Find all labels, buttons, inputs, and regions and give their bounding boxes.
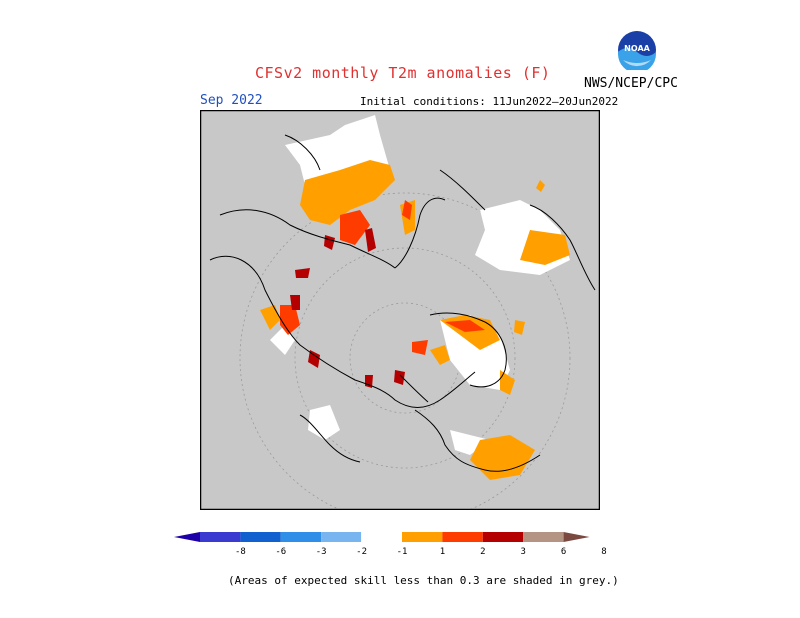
legend-tick-label: -6 <box>275 547 286 557</box>
agency-label: NWS/NCEP/CPC <box>584 76 678 91</box>
legend-arrow-high <box>563 532 590 542</box>
legend-tick-label: -8 <box>235 547 246 557</box>
anomaly-1-2 <box>260 160 570 480</box>
legend-swatch <box>240 532 281 542</box>
legend-tick-label: 8 <box>601 547 606 557</box>
legend-tick-label: 2 <box>480 547 485 557</box>
legend-tick-label: 1 <box>440 547 445 557</box>
legend-tick-label: -1 <box>397 547 408 557</box>
legend-swatch <box>321 532 362 542</box>
legend-arrow-low <box>174 532 200 542</box>
legend-swatch <box>361 531 403 543</box>
legend-swatch <box>482 532 524 542</box>
legend-swatch <box>200 532 241 542</box>
legend-tick-label: 3 <box>520 547 525 557</box>
anomaly-map <box>200 110 600 510</box>
noaa-logo: NOAA <box>618 31 656 70</box>
color-legend: -8 -6 -3 -2 -1 1 2 3 6 8 <box>174 531 607 557</box>
legend-swatch <box>402 532 443 542</box>
legend-tick-label: -3 <box>316 547 327 557</box>
skill-footnote: (Areas of expected skill less than 0.3 a… <box>228 574 619 587</box>
legend-swatch <box>442 532 483 542</box>
map-title: CFSv2 monthly T2m anomalies (F) <box>255 64 551 82</box>
initial-conditions: Initial conditions: 11Jun2022–20Jun2022 <box>360 95 619 108</box>
legend-swatch <box>523 532 564 542</box>
legend-tick-label: 6 <box>561 547 566 557</box>
coastlines <box>209 134 596 472</box>
forecast-month: Sep 2022 <box>200 93 263 108</box>
legend-swatch <box>280 532 322 542</box>
anomaly-2-3 <box>280 200 485 355</box>
map-frame <box>200 110 600 510</box>
legend-tick-label: -2 <box>356 547 367 557</box>
svg-text:NOAA: NOAA <box>624 44 650 53</box>
